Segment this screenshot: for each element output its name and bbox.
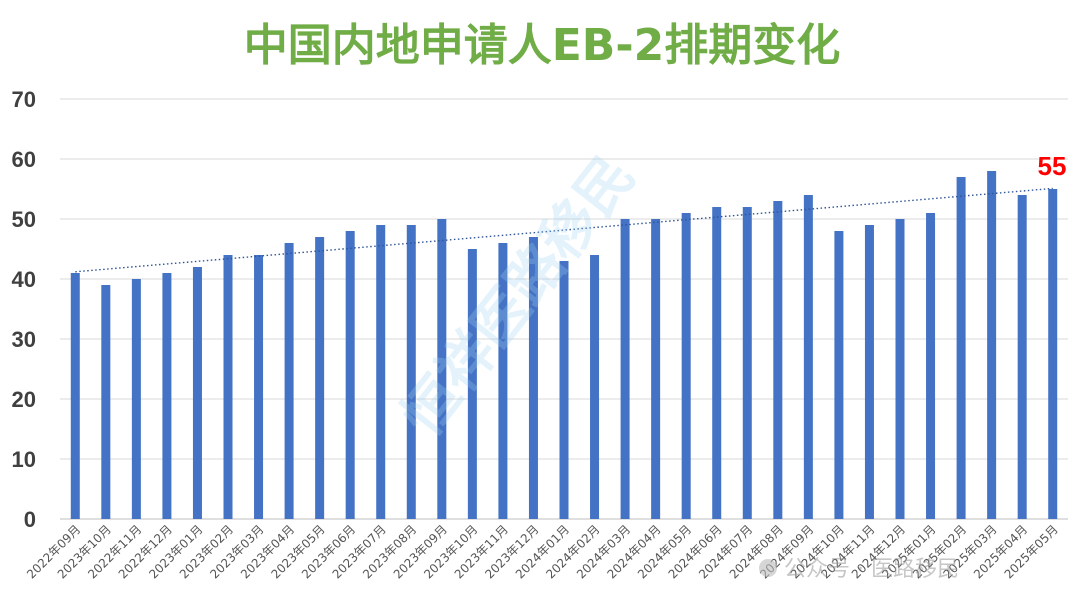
last-value-label: 55: [1038, 151, 1067, 181]
y-tick-label: 30: [12, 327, 36, 352]
bar: [528, 237, 538, 519]
bar: [712, 207, 722, 519]
bar: [101, 285, 111, 519]
bar: [437, 219, 447, 519]
y-axis-ticks: 0 10 20 30 40 50 60 70: [12, 87, 36, 532]
bar: [467, 249, 477, 519]
y-tick-label: 70: [12, 87, 36, 112]
bar: [559, 261, 569, 519]
bar: [315, 237, 325, 519]
bar: [376, 225, 386, 519]
bar: [956, 177, 966, 519]
bar: [284, 243, 294, 519]
bar: [223, 255, 233, 519]
footer-watermark: 公众号 · 医路移民: [759, 557, 959, 582]
bar: [926, 213, 936, 519]
y-tick-label: 50: [12, 207, 36, 232]
bar: [773, 201, 783, 519]
bar: [345, 231, 355, 519]
bar: [498, 243, 508, 519]
bar: [131, 279, 141, 519]
bar: [70, 273, 80, 519]
bars: [70, 171, 1058, 519]
y-tick-label: 10: [12, 447, 36, 472]
bar: [864, 225, 874, 519]
bar: [742, 207, 752, 519]
y-tick-label: 60: [12, 147, 36, 172]
bar: [162, 273, 172, 519]
bar: [406, 225, 416, 519]
y-tick-label: 40: [12, 267, 36, 292]
bar: [192, 267, 202, 519]
watermark-text: 恒祥医路移民: [390, 144, 648, 449]
bar: [987, 171, 997, 519]
bar: [590, 255, 600, 519]
bar: [1048, 189, 1058, 519]
wechat-icon: [759, 559, 777, 577]
bar: [803, 195, 813, 519]
bar: [834, 231, 844, 519]
footer-watermark-text: 公众号 · 医路移民: [784, 557, 959, 582]
bar: [681, 213, 691, 519]
bar: [254, 255, 264, 519]
y-tick-label: 0: [24, 507, 36, 532]
y-tick-label: 20: [12, 387, 36, 412]
bar: [651, 219, 661, 519]
chart-title: 中国内地申请人EB-2排期变化: [244, 20, 840, 71]
x-axis-ticks: 2022年09月2023年10月2022年11月2022年12月2023年01月…: [24, 522, 1061, 581]
bar: [895, 219, 905, 519]
bar: [620, 219, 630, 519]
bar: [1017, 195, 1027, 519]
